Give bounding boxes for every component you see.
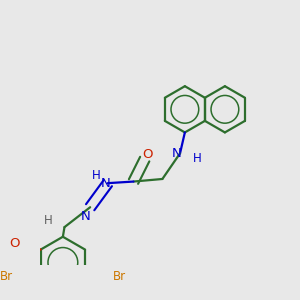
Text: H: H — [44, 214, 53, 226]
Text: Br: Br — [112, 270, 125, 284]
Text: H: H — [193, 152, 202, 165]
Text: N: N — [100, 177, 110, 190]
Text: Br: Br — [0, 270, 13, 284]
Text: O: O — [10, 237, 20, 250]
Text: O: O — [142, 148, 153, 161]
Text: H: H — [92, 169, 101, 182]
Text: N: N — [172, 147, 182, 160]
Text: N: N — [80, 210, 90, 223]
